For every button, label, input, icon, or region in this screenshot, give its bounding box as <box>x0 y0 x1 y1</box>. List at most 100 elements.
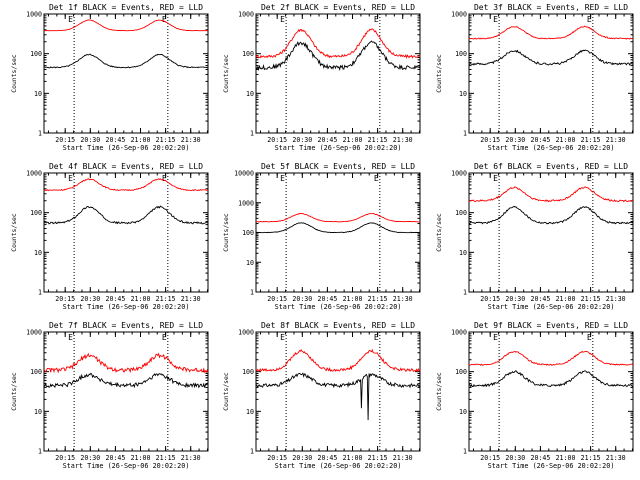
x-tick-label: 21:30 <box>606 136 626 144</box>
panel-title: Det 4f BLACK = Events, RED = LLD <box>49 162 203 171</box>
x-tick-label: 21:00 <box>131 295 151 303</box>
event-marker-label: E <box>374 333 379 342</box>
plot-frame <box>43 331 209 452</box>
x-tick-label: 20:45 <box>105 136 125 144</box>
event-marker-label: E <box>162 15 167 24</box>
x-tick-label: 21:30 <box>393 295 413 303</box>
panel-title: Det 8f BLACK = Events, RED = LLD <box>261 321 415 330</box>
x-tick-label: 20:45 <box>530 454 550 462</box>
series-lld-line <box>468 350 634 366</box>
x-tick-label: 20:45 <box>105 454 125 462</box>
x-tick-label: 20:45 <box>317 136 337 144</box>
series-lld-line <box>44 19 209 32</box>
x-tick-label: 20:15 <box>55 454 75 462</box>
plot-frame <box>468 13 634 134</box>
x-tick-label: 20:15 <box>480 136 500 144</box>
series-events-line <box>255 372 421 421</box>
x-tick-label: 20:15 <box>267 295 287 303</box>
event-marker-label: E <box>493 333 498 342</box>
y-axis-label: Counts/sec <box>222 213 230 252</box>
panel-5f: Det 5f BLACK = Events, RED = LLD 1 10 100 10… <box>222 162 421 311</box>
y-tick-label: 100 <box>455 50 467 58</box>
y-tick-label: 10 <box>34 249 42 257</box>
y-tick-label: 10 <box>246 408 254 416</box>
plot-frame <box>255 13 421 134</box>
event-marker-label: E <box>280 174 285 183</box>
plot-frame <box>468 172 634 293</box>
x-tick-label: 21:00 <box>343 295 363 303</box>
x-tick-label: 20:30 <box>80 136 100 144</box>
series-events-line <box>255 40 421 72</box>
y-tick-label: 100 <box>455 209 467 217</box>
x-tick-label: 20:45 <box>530 136 550 144</box>
y-tick-label: 1000 <box>238 199 254 207</box>
y-tick-label: 100 <box>455 368 467 376</box>
y-tick-label: 1 <box>38 130 42 138</box>
panel-7f: Det 7f BLACK = Events, RED = LLD 1 10 100 10… <box>10 321 209 470</box>
event-marker-label: E <box>280 333 285 342</box>
x-tick-label: 20:30 <box>505 454 525 462</box>
y-axis-label: Counts/sec <box>10 372 18 411</box>
series-events-line <box>468 49 634 66</box>
series-events-line <box>468 370 634 388</box>
panel-title: Det 6f BLACK = Events, RED = LLD <box>474 162 628 171</box>
x-tick-label: 21:00 <box>556 136 576 144</box>
plot-frame <box>255 331 421 452</box>
y-tick-label: 1000 <box>451 329 467 337</box>
x-tick-label: 21:30 <box>393 136 413 144</box>
x-tick-label: 20:30 <box>292 295 312 303</box>
event-marker-label: E <box>587 174 592 183</box>
panel-9f: Det 9f BLACK = Events, RED = LLD 1 10 100 10… <box>435 321 634 470</box>
x-tick-label: 21:15 <box>368 295 388 303</box>
series-lld-line <box>44 178 209 192</box>
y-tick-label: 100 <box>242 368 254 376</box>
x-tick-label: 20:15 <box>267 454 287 462</box>
panel-8f: Det 8f BLACK = Events, RED = LLD 1 10 100 10… <box>222 321 421 470</box>
y-tick-label: 1000 <box>26 11 42 19</box>
y-tick-label: 100 <box>30 209 42 217</box>
x-axis-label: Start Time (26-Sep-06 20:02:20) <box>275 144 402 152</box>
series-lld-line <box>468 186 634 203</box>
x-tick-label: 20:45 <box>317 295 337 303</box>
x-tick-label: 20:15 <box>480 295 500 303</box>
x-tick-label: 20:15 <box>55 136 75 144</box>
panel-title: Det 3f BLACK = Events, RED = LLD <box>474 3 628 12</box>
x-tick-label: 20:30 <box>80 295 100 303</box>
event-marker-label: E <box>493 174 498 183</box>
panel-title: Det 2f BLACK = Events, RED = LLD <box>261 3 415 12</box>
x-axis-label: Start Time (26-Sep-06 20:02:20) <box>275 303 402 311</box>
x-tick-label: 20:30 <box>80 454 100 462</box>
y-tick-label: 10 <box>459 408 467 416</box>
x-tick-label: 21:30 <box>181 454 201 462</box>
x-tick-label: 20:15 <box>480 454 500 462</box>
x-tick-label: 20:45 <box>317 454 337 462</box>
y-tick-label: 1 <box>463 448 467 456</box>
x-axis-label: Start Time (26-Sep-06 20:02:20) <box>63 144 190 152</box>
x-tick-label: 20:30 <box>292 136 312 144</box>
y-tick-label: 1 <box>38 289 42 297</box>
y-tick-label: 100 <box>30 368 42 376</box>
y-tick-label: 1000 <box>238 329 254 337</box>
event-marker-label: E <box>162 333 167 342</box>
event-marker-label: E <box>162 174 167 183</box>
x-axis-label: Start Time (26-Sep-06 20:02:20) <box>63 303 190 311</box>
y-tick-label: 1000 <box>26 170 42 178</box>
y-tick-label: 100 <box>30 50 42 58</box>
x-tick-label: 21:30 <box>181 295 201 303</box>
x-tick-label: 21:00 <box>556 295 576 303</box>
x-tick-label: 21:30 <box>393 454 413 462</box>
x-axis-label: Start Time (26-Sep-06 20:02:20) <box>488 303 615 311</box>
x-tick-label: 20:45 <box>105 295 125 303</box>
x-tick-label: 21:15 <box>581 136 601 144</box>
plot-frame <box>468 331 634 452</box>
y-tick-label: 1 <box>38 448 42 456</box>
y-tick-label: 1000 <box>26 329 42 337</box>
y-axis-label: Counts/sec <box>435 54 443 93</box>
series-lld-line <box>255 213 421 223</box>
y-tick-label: 1000 <box>238 11 254 19</box>
event-marker-label: E <box>493 15 498 24</box>
panel-title: Det 5f BLACK = Events, RED = LLD <box>261 162 415 171</box>
y-tick-label: 10 <box>34 408 42 416</box>
y-tick-label: 1 <box>250 448 254 456</box>
plot-frame <box>43 13 209 134</box>
